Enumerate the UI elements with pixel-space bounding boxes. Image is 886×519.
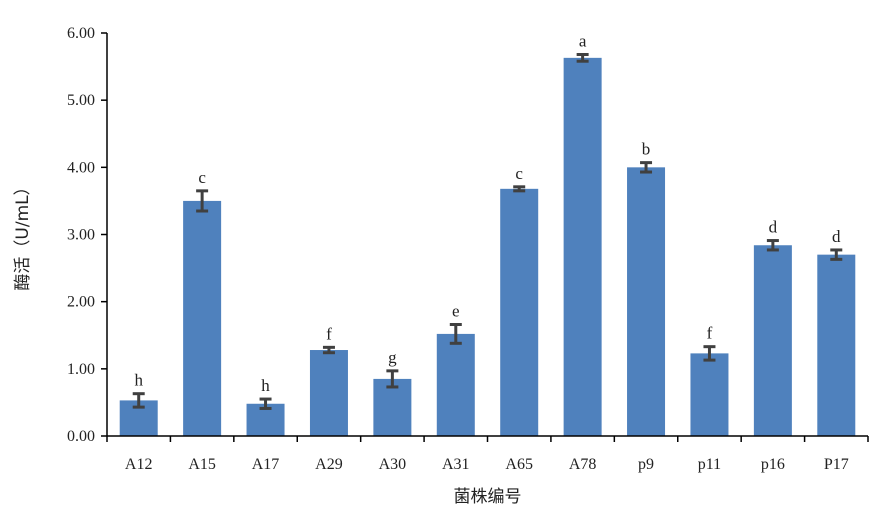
- y-tick-label: 6.00: [67, 25, 95, 42]
- error-bar-p16: [766, 239, 779, 252]
- y-tick-label: 1.00: [67, 361, 95, 378]
- bar-a29: [309, 350, 348, 436]
- significance-label-p9: b: [642, 140, 651, 159]
- error-bar-p17: [830, 248, 843, 261]
- y-tick-label: 0.00: [67, 428, 95, 445]
- axes-group: A12 A15 A17 A29 A30 A31 A65 A78 p9 p11 p16 P17 0.00 1…: [67, 25, 869, 473]
- y-tick-label: 2.00: [67, 294, 95, 311]
- x-tick-label-p11: p11: [698, 456, 721, 473]
- bar-p16: [753, 245, 792, 436]
- y-tick-label: 5.00: [67, 92, 95, 109]
- significance-label-p17: d: [832, 227, 841, 246]
- significance-label-a29: f: [326, 324, 332, 343]
- error-bar-a30: [386, 369, 399, 389]
- significance-label-a17: h: [261, 376, 270, 395]
- significance-label-a30: g: [388, 348, 397, 367]
- error-bar-a12: [132, 392, 145, 409]
- error-bar-a15: [196, 189, 209, 213]
- error-bar-p11: [703, 345, 716, 362]
- x-tick-label-a30: A30: [379, 456, 407, 473]
- x-tick-label-p9: p9: [638, 456, 654, 473]
- error-bar-p9: [640, 161, 653, 174]
- x-tick-label-p16: p16: [761, 456, 785, 473]
- bar-p11: [690, 353, 729, 436]
- error-bar-a17: [259, 397, 272, 410]
- x-tick-label-a15: A15: [188, 456, 216, 473]
- x-tick-label-a78: A78: [569, 456, 597, 473]
- significance-label-p16: d: [769, 218, 778, 237]
- bar-a78: [563, 57, 602, 437]
- x-tick-label-a17: A17: [252, 456, 280, 473]
- significance-label-p11: f: [707, 324, 713, 343]
- bar-p9: [627, 167, 666, 437]
- x-tick-label-a31: A31: [442, 456, 470, 473]
- bar-p17: [817, 254, 856, 436]
- error-bars-group: [132, 52, 843, 410]
- x-tick-label-a29: A29: [315, 456, 343, 473]
- bar-a15: [183, 200, 222, 436]
- significance-label-a15: c: [198, 168, 206, 187]
- significance-label-a78: a: [579, 31, 587, 50]
- y-tick-label: 4.00: [67, 159, 95, 176]
- bar-a65: [500, 188, 539, 436]
- bar-a31: [436, 333, 475, 436]
- error-bar-a31: [449, 323, 462, 345]
- error-bar-a65: [513, 185, 526, 193]
- significance-label-a12: h: [134, 371, 143, 390]
- significance-label-a31: e: [452, 302, 460, 321]
- error-bar-a78: [576, 52, 589, 63]
- significance-labels-group: h c h f g e c a b f d d: [134, 31, 841, 395]
- x-tick-label-a65: A65: [505, 456, 533, 473]
- bars-group: [119, 57, 856, 437]
- error-bar-a29: [322, 345, 335, 355]
- y-axis-title: 酶活（U/mL）: [13, 178, 33, 290]
- x-tick-label-a12: A12: [125, 456, 153, 473]
- x-tick-label-p17: P17: [824, 456, 849, 473]
- x-axis-title: 菌株编号: [454, 487, 522, 507]
- significance-label-a65: c: [515, 164, 523, 183]
- y-tick-label: 3.00: [67, 227, 95, 244]
